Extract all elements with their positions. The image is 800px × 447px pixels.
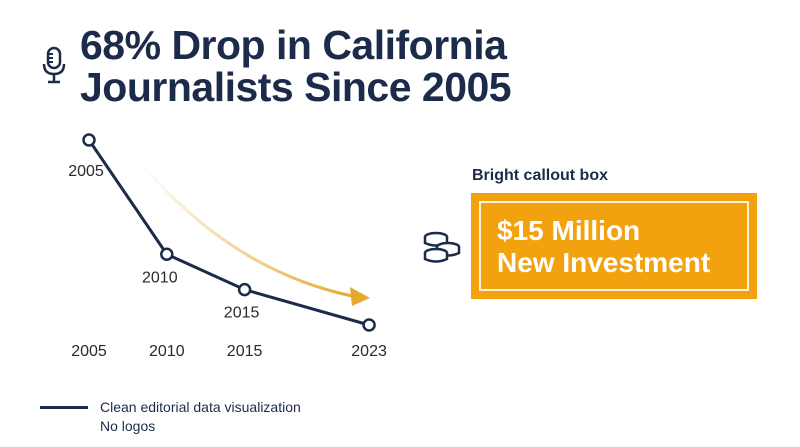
callout-inner: $15 Million New Investment bbox=[479, 201, 749, 291]
legend-line-2: No logos bbox=[100, 418, 156, 434]
data-point bbox=[160, 247, 174, 262]
x-tick-label: 2015 bbox=[227, 343, 263, 360]
legend-line-swatch bbox=[40, 406, 88, 409]
x-tick-label: 2023 bbox=[351, 343, 387, 360]
callout-caption: Bright callout box bbox=[472, 167, 608, 184]
legend: Clean editorial data visualization No lo… bbox=[40, 398, 301, 436]
callout-box: $15 Million New Investment bbox=[471, 193, 757, 299]
x-tick-label: 2005 bbox=[71, 343, 107, 360]
chart-title: 68% Drop in California Journalists Since… bbox=[80, 22, 512, 110]
series-group: 2005 2010 2015 bbox=[68, 133, 376, 332]
title-block: 68% Drop in California Journalists Since… bbox=[40, 24, 550, 108]
data-point bbox=[237, 282, 252, 297]
data-point bbox=[362, 318, 376, 332]
series-line bbox=[87, 139, 370, 327]
legend-text: Clean editorial data visualization No lo… bbox=[100, 398, 301, 436]
data-label: 2010 bbox=[142, 269, 178, 286]
data-label: 2015 bbox=[224, 305, 260, 322]
x-axis-ticks: 2005 2010 2015 2023 bbox=[71, 343, 387, 360]
microphone-icon bbox=[42, 46, 66, 84]
legend-line-1: Clean editorial data visualization bbox=[100, 399, 301, 415]
data-label: 2005 bbox=[68, 163, 104, 180]
callout-description: New Investment bbox=[497, 247, 711, 278]
coins-icon bbox=[423, 231, 461, 263]
callout-amount: $15 Million bbox=[497, 215, 641, 246]
trend-arrow bbox=[136, 159, 370, 306]
data-point bbox=[82, 133, 96, 147]
x-tick-label: 2010 bbox=[149, 343, 185, 360]
